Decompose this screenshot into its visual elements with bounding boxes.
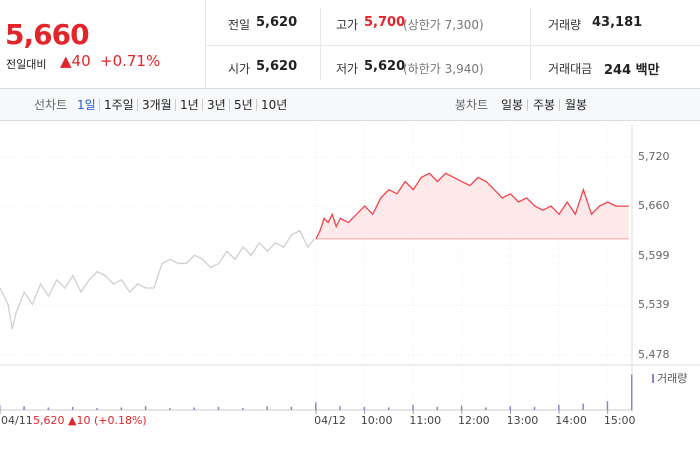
col-divider xyxy=(530,8,531,80)
y-tick-label: 5,660 xyxy=(638,199,670,212)
x-tick-label: 11:00 xyxy=(409,414,441,427)
prev-day-note: 5,620 ▲10 (+0.18%) xyxy=(33,414,147,427)
stat-value: 5,620 xyxy=(256,15,298,30)
separator xyxy=(256,99,257,111)
volume-bar xyxy=(460,405,463,410)
area xyxy=(316,173,629,239)
volume-bar xyxy=(558,404,560,410)
stat-value: 5,700 xyxy=(364,15,406,30)
row-divider xyxy=(205,45,700,46)
price-line xyxy=(0,229,315,330)
y-tick-label: 5,720 xyxy=(638,150,670,163)
price-line xyxy=(315,172,629,240)
separator xyxy=(527,99,528,111)
volume-bar xyxy=(217,406,220,410)
volume-bar xyxy=(485,407,487,410)
change-label: 전일대비 xyxy=(6,58,47,71)
volume-bar xyxy=(169,408,171,410)
volume-bar xyxy=(436,406,439,410)
period-tab[interactable]: 1일 xyxy=(77,98,96,112)
separator xyxy=(229,99,230,111)
volume-bar xyxy=(606,401,609,410)
x-tick-label: 15:00 xyxy=(604,414,636,427)
separator xyxy=(175,99,176,111)
stat-value: 244 백만 xyxy=(604,63,660,78)
stat-label: 거래대금 xyxy=(548,62,593,76)
volume-bar xyxy=(144,406,147,410)
volume-bar xyxy=(242,408,244,410)
period-tab[interactable]: 3년 xyxy=(207,98,226,112)
price: 5,660 xyxy=(5,18,90,51)
candle-tab[interactable]: 월봉 xyxy=(565,98,588,112)
price-box: 5,660 전일대비 ▲40 +0.71% xyxy=(0,0,206,88)
volume-bar xyxy=(412,404,414,410)
tab-label: 봉차트 xyxy=(455,98,489,112)
volume-bar xyxy=(96,408,98,410)
volume-bar xyxy=(266,406,268,410)
period-tab[interactable]: 10년 xyxy=(261,98,288,112)
tab-bar xyxy=(0,88,700,121)
y-tick-label: 5,478 xyxy=(638,348,670,361)
stat-value: 43,181 xyxy=(592,15,643,30)
volume-bar xyxy=(47,407,50,410)
volume-bar xyxy=(631,374,633,410)
stat-label: 고가 xyxy=(336,18,359,32)
period-tab[interactable]: 1주일 xyxy=(104,98,134,112)
x-tick-label: 13:00 xyxy=(507,414,539,427)
volume-bar xyxy=(0,404,1,410)
period-tab[interactable]: 5년 xyxy=(234,98,253,112)
volume-bar xyxy=(533,406,536,410)
x-tick-label: 10:00 xyxy=(361,414,393,427)
stat-value: 5,620 xyxy=(256,59,298,74)
stat-note: (상한가 7,300) xyxy=(403,18,484,32)
separator xyxy=(202,99,203,111)
period-tab[interactable]: 1년 xyxy=(180,98,199,112)
volume-bar xyxy=(339,406,341,410)
stat-label: 시가 xyxy=(228,62,251,76)
x-tick-label: 04/11 xyxy=(1,414,33,427)
separator xyxy=(137,99,138,111)
volume-bar xyxy=(193,407,195,410)
separator xyxy=(559,99,560,111)
x-tick-label: 14:00 xyxy=(555,414,587,427)
volume-bar xyxy=(363,406,366,410)
stat-label: 거래량 xyxy=(548,18,582,32)
candle-tab[interactable]: 주봉 xyxy=(533,98,556,112)
stat-note: (하한가 3,940) xyxy=(403,62,484,76)
stat-label: 저가 xyxy=(336,62,359,76)
y-tick-label: 5,539 xyxy=(638,298,670,311)
period-tab[interactable]: 3개월 xyxy=(142,98,172,112)
change: ▲40 xyxy=(60,52,91,70)
volume-bar xyxy=(71,406,74,410)
volume-bar xyxy=(509,406,511,410)
candle-tab[interactable]: 일봉 xyxy=(501,98,524,112)
volume-bar xyxy=(120,407,123,410)
volume-bar xyxy=(582,403,584,410)
x-tick-label: 12:00 xyxy=(458,414,490,427)
y-tick-label: 5,599 xyxy=(638,249,670,262)
stat-label: 전일 xyxy=(228,18,251,32)
volume-bar xyxy=(23,406,25,410)
col-divider xyxy=(320,8,321,80)
volume-bar xyxy=(315,402,317,410)
legend-label: 거래량 xyxy=(657,372,687,385)
separator xyxy=(99,99,100,111)
legend-swatch xyxy=(652,374,654,383)
volume-bar xyxy=(387,407,390,410)
stat-value: 5,620 xyxy=(364,59,406,74)
rate: +0.71% xyxy=(100,52,161,70)
volume-bar xyxy=(290,406,293,410)
tab-label: 선차트 xyxy=(34,98,68,112)
x-tick-label: 04/12 xyxy=(314,414,346,427)
